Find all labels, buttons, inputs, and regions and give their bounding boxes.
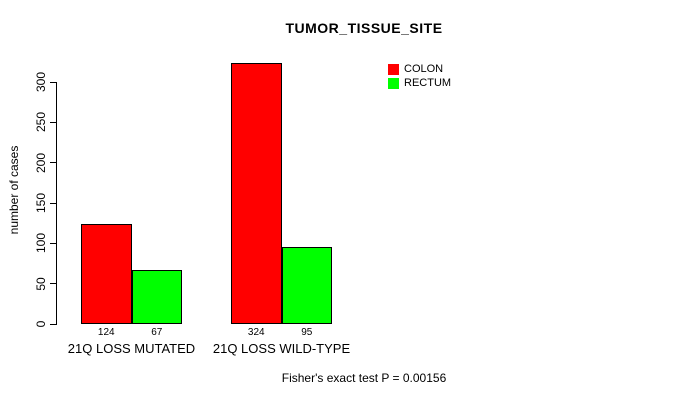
- y-tick-label: 250: [34, 112, 48, 133]
- bar-rectum: [281, 247, 332, 324]
- legend: COLON RECTUM: [388, 64, 451, 89]
- y-tick-mark: [50, 242, 56, 244]
- bar-colon: [81, 224, 132, 324]
- y-tick-mark: [50, 121, 56, 123]
- legend-label: COLON: [404, 63, 444, 75]
- y-tick-label: 200: [34, 152, 48, 173]
- x-category-label: 21Q LOSS MUTATED: [67, 341, 196, 356]
- chart-title: TUMOR_TISSUE_SITE: [285, 20, 443, 36]
- y-axis-line: [56, 82, 57, 325]
- annotation-fisher-test: Fisher's exact test P = 0.00156: [281, 371, 447, 385]
- legend-item: RECTUM: [388, 78, 451, 89]
- bar-rectum: [131, 270, 182, 324]
- bar-value-label: 124: [97, 327, 115, 338]
- y-tick-label: 100: [34, 233, 48, 254]
- legend-label: RECTUM: [404, 77, 452, 89]
- bar-value-label: 95: [301, 327, 313, 338]
- y-tick-label: 150: [34, 192, 48, 214]
- y-tick-mark: [50, 283, 56, 285]
- y-tick-label: 300: [34, 71, 48, 93]
- bar-colon: [231, 63, 282, 324]
- y-tick-mark: [50, 202, 56, 204]
- x-category-label: 21Q LOSS WILD-TYPE: [212, 341, 351, 356]
- y-tick-mark: [50, 323, 56, 325]
- y-tick-mark: [50, 81, 56, 83]
- y-tick-label: 0: [34, 320, 48, 328]
- y-tick-label: 50: [34, 276, 48, 291]
- legend-swatch-rectum: [388, 78, 399, 89]
- legend-item: COLON: [388, 64, 451, 75]
- legend-swatch-colon: [388, 64, 399, 75]
- bar-value-label: 67: [151, 327, 163, 338]
- y-axis-label: number of cases: [7, 145, 21, 235]
- y-tick-mark: [50, 162, 56, 164]
- bar-value-label: 324: [247, 327, 265, 338]
